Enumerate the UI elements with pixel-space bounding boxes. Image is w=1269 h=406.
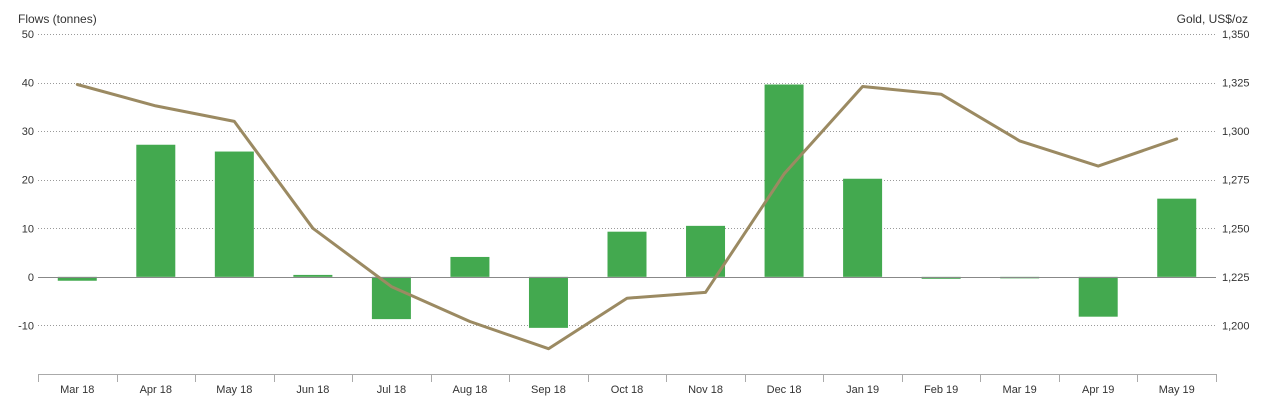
x-tick-label: Apr 19 (1082, 384, 1114, 396)
left-tick-label: 20 (22, 175, 34, 187)
bar (1078, 276, 1118, 317)
right-tick-label: 1,250 (1222, 223, 1250, 235)
left-axis-ticks: 50 40 30 20 10 0 -10 (18, 29, 34, 332)
x-tick-label: May 19 (1159, 384, 1195, 396)
x-axis: Mar 18 Apr 18 May 18 Jun 18 Jul 18 Aug 18 Sep … (38, 374, 1217, 396)
x-tick-label: Jul 18 (377, 384, 406, 396)
right-axis-title: Gold, US$/oz (1176, 12, 1248, 26)
x-tick-label: Aug 18 (452, 384, 487, 396)
bar (214, 151, 254, 277)
left-axis-title: Flows (tonnes) (18, 12, 97, 26)
bar (1157, 198, 1197, 277)
left-tick-label: 40 (22, 78, 34, 90)
left-tick-label: 30 (22, 126, 34, 138)
right-tick-label: 1,225 (1222, 272, 1250, 284)
bar (57, 276, 97, 281)
right-tick-label: 1,275 (1222, 175, 1250, 187)
bar (528, 276, 568, 328)
bar (450, 256, 490, 277)
bar (607, 231, 647, 277)
bar (293, 274, 333, 277)
x-tick-label: Jun 18 (296, 384, 329, 396)
x-tick-label: May 18 (216, 384, 252, 396)
bar-series (57, 84, 1197, 328)
x-tick-label: Jan 19 (846, 384, 879, 396)
bar (686, 225, 726, 277)
left-tick-label: -10 (18, 320, 34, 332)
grid-lines (38, 34, 1216, 326)
x-tick-label: Mar 19 (1003, 384, 1037, 396)
left-tick-label: 10 (22, 223, 34, 235)
right-tick-label: 1,325 (1222, 78, 1250, 90)
bar (136, 144, 176, 277)
line-series (75, 83, 1179, 351)
left-tick-label: 50 (22, 29, 34, 41)
x-tick-label: Apr 18 (140, 384, 172, 396)
bar (371, 276, 411, 320)
right-tick-label: 1,300 (1222, 126, 1250, 138)
x-tick-label: Dec 18 (767, 384, 802, 396)
bar (764, 84, 804, 277)
left-tick-label: 0 (28, 272, 34, 284)
right-tick-label: 1,200 (1222, 320, 1250, 332)
x-tick-label: Oct 18 (611, 384, 643, 396)
x-tick-label: Nov 18 (688, 384, 723, 396)
x-tick-label: Feb 19 (924, 384, 958, 396)
right-tick-label: 1,350 (1222, 29, 1250, 41)
bar (843, 178, 883, 277)
x-tick-label: Mar 18 (60, 384, 94, 396)
gold-price-line (75, 83, 1179, 351)
x-tick-label: Sep 18 (531, 384, 566, 396)
right-axis-ticks: 1,350 1,325 1,300 1,275 1,250 1,225 1,200 (1222, 29, 1250, 332)
